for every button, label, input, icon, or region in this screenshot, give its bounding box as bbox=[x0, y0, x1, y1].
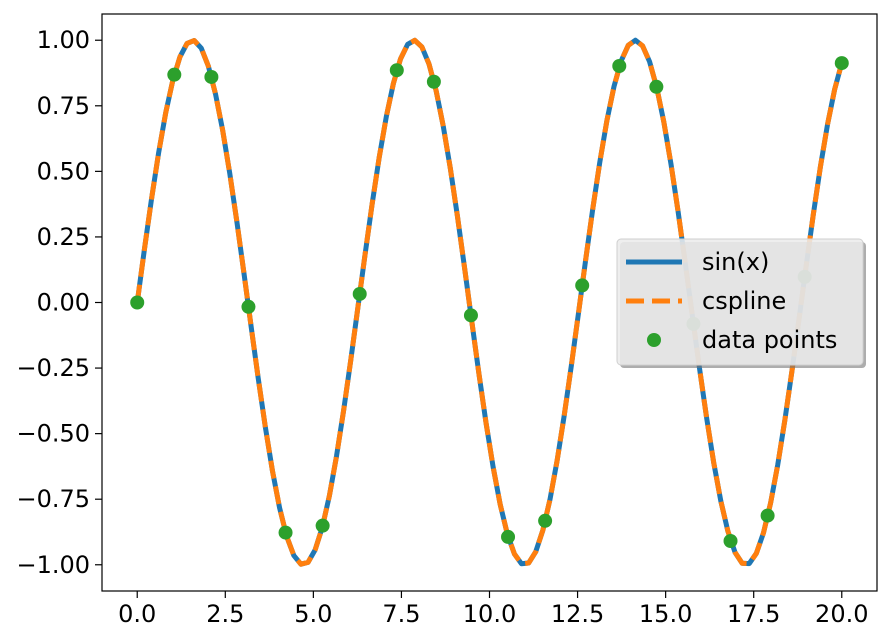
data-point bbox=[723, 534, 738, 549]
y-tick-label: 0.00 bbox=[37, 289, 90, 317]
data-point bbox=[649, 79, 664, 94]
cspline-line bbox=[134, 37, 845, 567]
data-point bbox=[760, 508, 775, 523]
data-point bbox=[352, 286, 367, 301]
data-point bbox=[834, 56, 849, 71]
x-tick-label: 2.5 bbox=[206, 600, 244, 628]
y-tick-label: 0.75 bbox=[37, 92, 90, 120]
data-point bbox=[315, 518, 330, 533]
data-point bbox=[612, 59, 627, 74]
data-point bbox=[426, 74, 441, 89]
x-tick-label: 15.0 bbox=[639, 600, 692, 628]
x-axis: 0.0 2.5 5.0 7.5 10.0 12.5 15.0 17.5 20.0 bbox=[118, 591, 868, 628]
x-tick-label: 20.0 bbox=[815, 600, 868, 628]
x-tick-label: 0.0 bbox=[118, 600, 156, 628]
y-tick-label: −0.75 bbox=[16, 485, 90, 513]
data-point bbox=[130, 295, 145, 310]
y-axis: 1.00 0.75 0.50 0.25 0.00 −0.25 −0.50 −0.75 −1.00 bbox=[16, 26, 102, 579]
x-tick-label: 7.5 bbox=[382, 600, 420, 628]
legend-box bbox=[616, 238, 864, 366]
legend-label: sin(x) bbox=[702, 248, 769, 276]
data-point bbox=[463, 308, 478, 323]
x-tick-label: 10.0 bbox=[463, 600, 516, 628]
plot-area bbox=[130, 37, 849, 567]
y-tick-label: −0.25 bbox=[16, 354, 90, 382]
y-tick-label: 0.50 bbox=[37, 157, 90, 185]
data-point bbox=[501, 529, 516, 544]
data-point bbox=[278, 525, 293, 540]
y-tick-label: 1.00 bbox=[37, 26, 90, 54]
y-tick-label: −0.50 bbox=[16, 420, 90, 448]
legend-label: data points bbox=[702, 326, 837, 354]
data-point bbox=[204, 69, 219, 84]
legend-label: cspline bbox=[702, 287, 786, 315]
data-point bbox=[167, 67, 182, 82]
data-point bbox=[389, 63, 404, 78]
legend-marker-data-points bbox=[647, 333, 661, 347]
x-tick-label: 5.0 bbox=[294, 600, 332, 628]
data-point bbox=[241, 299, 256, 314]
y-tick-label: −1.00 bbox=[16, 551, 90, 579]
y-tick-label: 0.25 bbox=[37, 223, 90, 251]
data-point bbox=[575, 278, 590, 293]
legend: sin(x) cspline data points bbox=[616, 238, 866, 368]
data-point bbox=[538, 513, 553, 528]
x-tick-label: 12.5 bbox=[551, 600, 604, 628]
x-tick-label: 17.5 bbox=[727, 600, 780, 628]
